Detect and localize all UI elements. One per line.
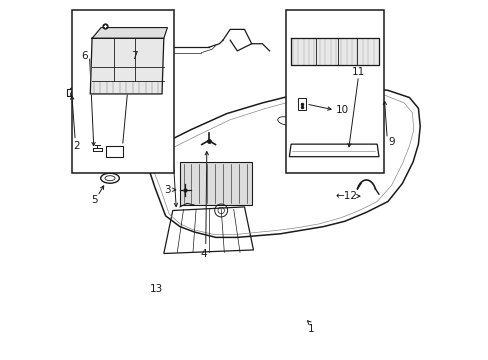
Text: 5: 5 — [91, 195, 98, 205]
Text: 2: 2 — [73, 141, 80, 151]
Text: 1: 1 — [307, 324, 313, 334]
Text: 3: 3 — [164, 185, 170, 195]
Polygon shape — [290, 39, 378, 65]
Bar — [180, 162, 251, 205]
Polygon shape — [92, 28, 167, 39]
Bar — [106, 146, 122, 157]
Text: 4: 4 — [200, 248, 206, 258]
Text: ←12: ←12 — [335, 191, 357, 201]
Text: 9: 9 — [387, 138, 394, 147]
Text: 13: 13 — [150, 284, 163, 294]
Bar — [72, 10, 174, 173]
Bar — [285, 10, 384, 173]
Text: 11: 11 — [351, 67, 365, 77]
Polygon shape — [90, 39, 163, 94]
Text: 7: 7 — [131, 51, 138, 61]
Bar — [298, 98, 305, 110]
Text: 10: 10 — [335, 105, 348, 115]
Text: 6: 6 — [81, 51, 88, 61]
Text: 8: 8 — [163, 118, 170, 128]
